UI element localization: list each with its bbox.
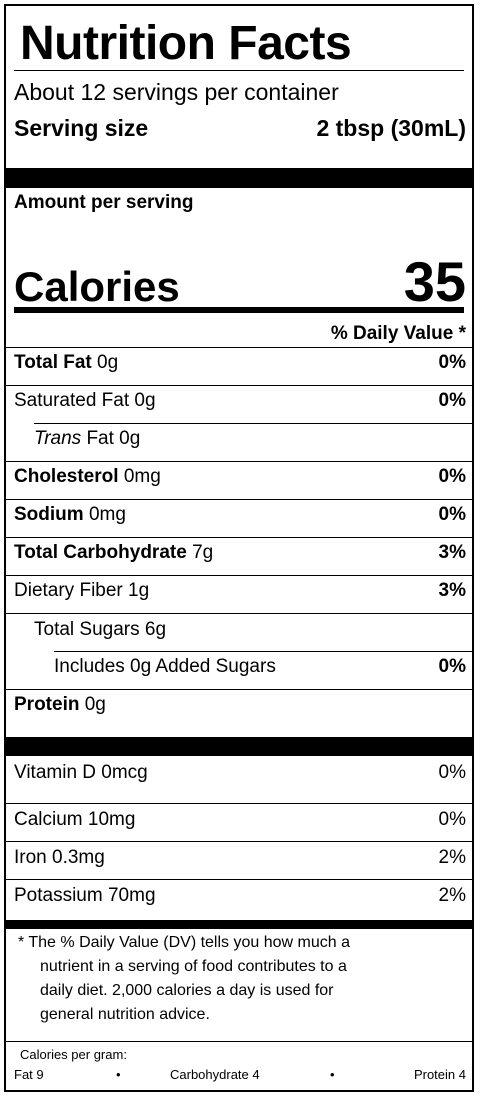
nutrient-amount: 0mg xyxy=(88,504,126,525)
nutrient-name: Trans xyxy=(34,428,82,449)
iron-dv: 2% xyxy=(438,847,466,868)
footnote-divider xyxy=(6,1041,472,1042)
serving-size-value: 2 tbsp (30mL) xyxy=(316,115,466,141)
nutrient-name: Protein xyxy=(14,694,80,715)
nutrient-total-fat-dv: 0% xyxy=(438,352,466,373)
label-title: Nutrition Facts xyxy=(20,17,352,70)
nutrient-amount: Fat 0g xyxy=(86,428,141,449)
nutrient-total-carbohydrate-dv: 3% xyxy=(438,542,466,563)
nutrient-amount: 0g xyxy=(84,694,106,715)
footnote-line: nutrient in a serving of food contribute… xyxy=(40,958,347,975)
row-divider xyxy=(6,537,472,538)
row-divider xyxy=(6,879,472,880)
row-divider xyxy=(54,651,472,652)
iron: Iron 0.3mg xyxy=(14,847,105,868)
calcium-dv: 0% xyxy=(438,809,466,830)
nutrient-total-fat: Total Fat 0g xyxy=(14,353,118,372)
row-divider xyxy=(6,689,472,690)
footnote-line: general nutrition advice. xyxy=(40,1006,210,1023)
bullet-separator: • xyxy=(330,1067,335,1082)
nutrient-added-sugars-dv: 0% xyxy=(438,656,466,677)
nutrient-cholesterol: Cholesterol 0mg xyxy=(14,467,161,486)
nutrient-saturated-fat: Saturated Fat 0g xyxy=(14,390,156,411)
vitamin-d-dv: 0% xyxy=(438,762,466,783)
nutrient-sodium: Sodium 0mg xyxy=(14,505,126,524)
nutrient-saturated-fat-dv: 0% xyxy=(438,390,466,411)
nutrient-cholesterol-dv: 0% xyxy=(438,466,466,487)
thick-divider-bottom xyxy=(6,920,472,929)
nutrient-name: Cholesterol xyxy=(14,466,119,487)
calories-divider xyxy=(14,307,464,313)
thick-divider-top xyxy=(6,168,472,188)
nutrient-total-sugars: Total Sugars 6g xyxy=(34,619,167,640)
calories-value: 35 xyxy=(403,250,466,313)
row-divider xyxy=(6,575,472,576)
bullet-separator: • xyxy=(116,1067,121,1082)
nutrient-dietary-fiber-dv: 3% xyxy=(438,580,466,601)
nutrient-trans-fat: Trans Fat 0g xyxy=(34,429,140,448)
footnote-line: daily diet. 2,000 calories a day is used… xyxy=(40,982,334,999)
vitamin-d: Vitamin D 0mcg xyxy=(14,762,148,783)
nutrition-facts-label: Nutrition Facts About 12 servings per co… xyxy=(4,4,474,1092)
nutrient-sodium-dv: 0% xyxy=(438,504,466,525)
calories-per-gram-protein: Protein 4 xyxy=(413,1067,466,1082)
title-divider xyxy=(14,70,464,71)
calories-per-gram-fat: Fat 9 xyxy=(14,1067,44,1082)
calories-per-gram-label: Calories per gram: xyxy=(20,1047,127,1062)
nutrient-amount: 0g xyxy=(97,352,119,373)
nutrient-protein: Protein 0g xyxy=(14,695,106,714)
nutrient-name: Total Fat xyxy=(14,352,92,373)
nutrient-total-carbohydrate: Total Carbohydrate 7g xyxy=(14,543,213,562)
potassium-dv: 2% xyxy=(438,885,466,906)
nutrient-added-sugars: Includes 0g Added Sugars xyxy=(54,656,276,677)
nutrient-name: Total Carbohydrate xyxy=(14,542,187,563)
row-divider xyxy=(6,803,472,804)
nutrient-amount: 7g xyxy=(192,542,214,563)
amount-per-serving: Amount per serving xyxy=(14,192,194,213)
serving-size-label: Serving size xyxy=(14,115,149,141)
calcium: Calcium 10mg xyxy=(14,809,136,830)
footnote-line: * The % Daily Value (DV) tells you how m… xyxy=(18,934,350,951)
row-divider xyxy=(6,461,472,462)
thick-divider-middle xyxy=(6,737,472,756)
calories-label: Calories xyxy=(14,263,180,310)
row-divider xyxy=(34,423,472,424)
row-divider xyxy=(6,613,472,614)
potassium: Potassium 70mg xyxy=(14,885,156,906)
nutrient-name: Sodium xyxy=(14,504,84,525)
row-divider xyxy=(6,347,472,348)
servings-per-container: About 12 servings per container xyxy=(14,79,339,105)
row-divider xyxy=(6,499,472,500)
nutrient-dietary-fiber: Dietary Fiber 1g xyxy=(14,580,150,601)
row-divider xyxy=(6,385,472,386)
row-divider xyxy=(6,841,472,842)
daily-value-header: % Daily Value * xyxy=(330,323,466,344)
nutrient-amount: 0mg xyxy=(123,466,161,487)
calories-per-gram-carbohydrate: Carbohydrate 4 xyxy=(170,1067,260,1082)
